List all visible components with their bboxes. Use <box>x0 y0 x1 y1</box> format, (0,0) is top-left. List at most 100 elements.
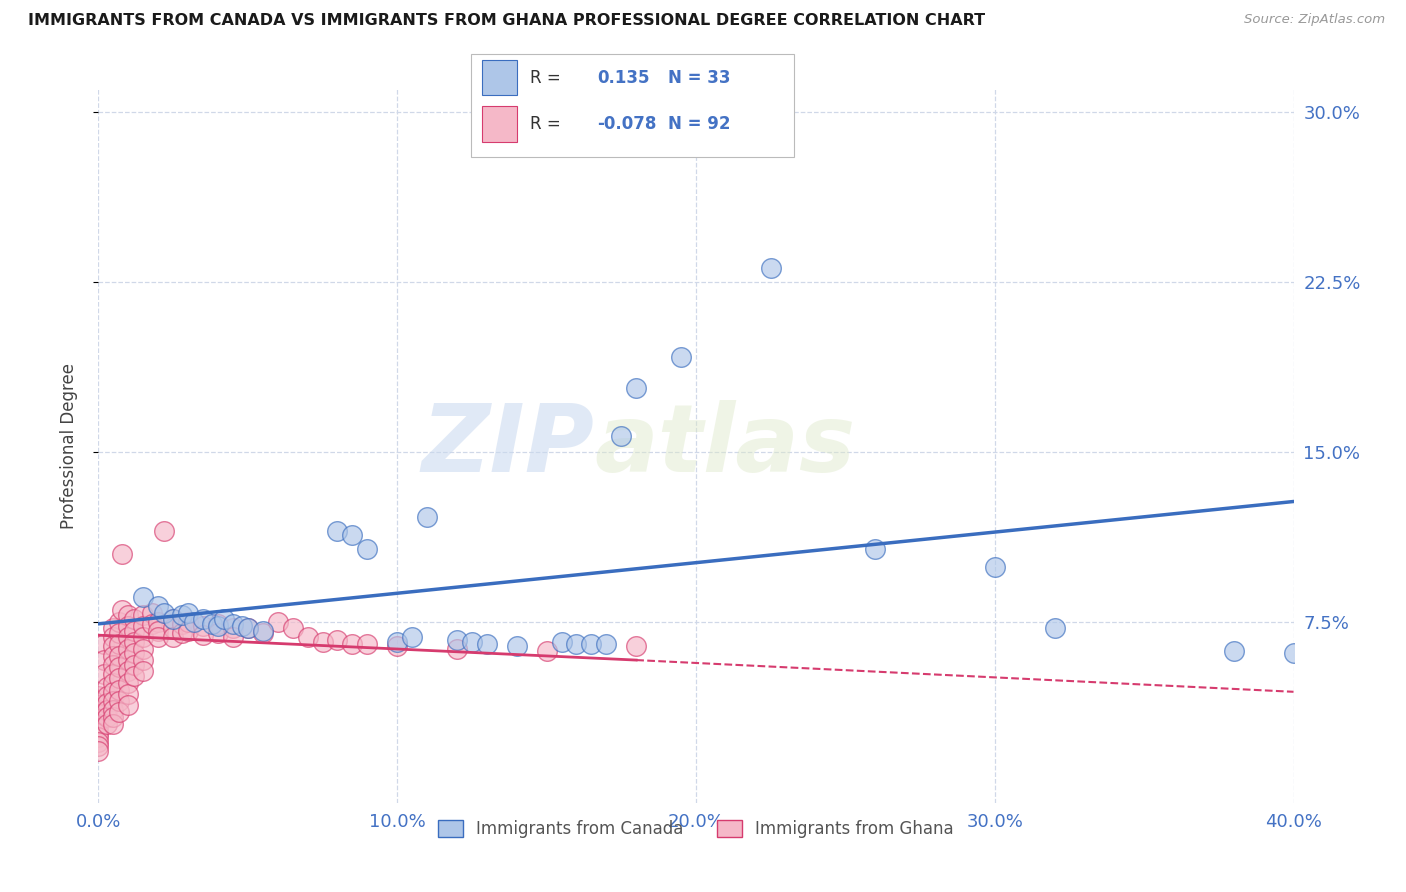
Point <box>117 698 139 713</box>
Point <box>222 616 245 631</box>
Point <box>93 653 115 667</box>
Point <box>162 612 184 626</box>
Point <box>536 644 558 658</box>
Point <box>117 619 139 633</box>
Point <box>124 635 146 649</box>
Point <box>124 646 146 660</box>
Text: N = 33: N = 33 <box>668 69 730 87</box>
Point <box>212 612 235 626</box>
Point <box>87 690 110 704</box>
Point <box>111 547 134 561</box>
Point <box>148 599 170 613</box>
Point <box>124 669 146 683</box>
Point <box>565 637 588 651</box>
Point <box>162 621 184 635</box>
Point <box>132 619 155 633</box>
Point <box>108 637 131 651</box>
Point <box>132 665 155 679</box>
Text: R =: R = <box>530 69 561 87</box>
Point <box>172 607 194 622</box>
Point <box>87 744 110 758</box>
Point <box>162 631 184 645</box>
Point <box>177 615 200 629</box>
Point <box>108 682 131 697</box>
Point <box>87 730 110 744</box>
Point <box>356 637 378 651</box>
Point <box>87 707 110 722</box>
Y-axis label: Professional Degree: Professional Degree <box>59 363 77 529</box>
Point <box>236 621 259 635</box>
Point <box>172 626 194 640</box>
Point <box>87 725 110 739</box>
Point <box>610 429 633 443</box>
Point <box>111 603 134 617</box>
Point <box>103 648 125 663</box>
Point <box>96 696 118 710</box>
Point <box>96 680 118 694</box>
Point <box>132 607 155 622</box>
Point <box>87 712 110 726</box>
Point <box>141 616 163 631</box>
Point <box>222 621 245 635</box>
Text: atlas: atlas <box>595 400 856 492</box>
Point <box>207 616 229 631</box>
Point <box>385 640 409 654</box>
Point <box>626 381 648 395</box>
Point <box>326 632 349 647</box>
Point <box>626 640 648 654</box>
Point <box>669 350 692 364</box>
Point <box>103 703 125 717</box>
Point <box>117 607 139 622</box>
Point <box>759 261 782 276</box>
Point <box>1043 621 1066 635</box>
Point <box>401 631 423 645</box>
Point <box>475 637 498 651</box>
Text: ZIP: ZIP <box>422 400 595 492</box>
Point <box>132 590 155 604</box>
Text: N = 92: N = 92 <box>668 115 730 133</box>
Point <box>207 626 229 640</box>
FancyBboxPatch shape <box>471 54 794 157</box>
Point <box>108 671 131 685</box>
Point <box>231 619 253 633</box>
Point <box>177 606 200 620</box>
Point <box>416 510 439 524</box>
Text: IMMIGRANTS FROM CANADA VS IMMIGRANTS FROM GHANA PROFESSIONAL DEGREE CORRELATION : IMMIGRANTS FROM CANADA VS IMMIGRANTS FRO… <box>28 13 986 29</box>
Text: R =: R = <box>530 115 561 133</box>
Point <box>1282 646 1305 660</box>
Point <box>506 640 529 654</box>
Point <box>117 653 139 667</box>
Point <box>117 675 139 690</box>
Point <box>87 734 110 748</box>
Point <box>148 615 170 629</box>
Point <box>297 631 319 645</box>
Point <box>103 716 125 731</box>
Point <box>103 640 125 654</box>
Point <box>87 716 110 731</box>
Point <box>103 694 125 708</box>
Point <box>183 615 205 629</box>
Point <box>96 703 118 717</box>
Legend: Immigrants from Canada, Immigrants from Ghana: Immigrants from Canada, Immigrants from … <box>432 813 960 845</box>
Point <box>103 631 125 645</box>
Point <box>124 624 146 638</box>
Point <box>550 635 572 649</box>
Point <box>124 657 146 672</box>
Point <box>191 612 214 626</box>
Point <box>201 616 224 631</box>
Point <box>191 619 214 633</box>
Point <box>132 631 155 645</box>
Point <box>252 624 274 638</box>
Point <box>117 687 139 701</box>
Point <box>700 104 723 119</box>
Point <box>252 626 274 640</box>
Point <box>96 716 118 731</box>
Point <box>108 705 131 719</box>
Point <box>108 660 131 674</box>
Point <box>87 739 110 754</box>
Point <box>207 619 229 633</box>
Point <box>96 690 118 704</box>
Point <box>342 528 364 542</box>
Point <box>153 524 176 538</box>
Point <box>342 637 364 651</box>
